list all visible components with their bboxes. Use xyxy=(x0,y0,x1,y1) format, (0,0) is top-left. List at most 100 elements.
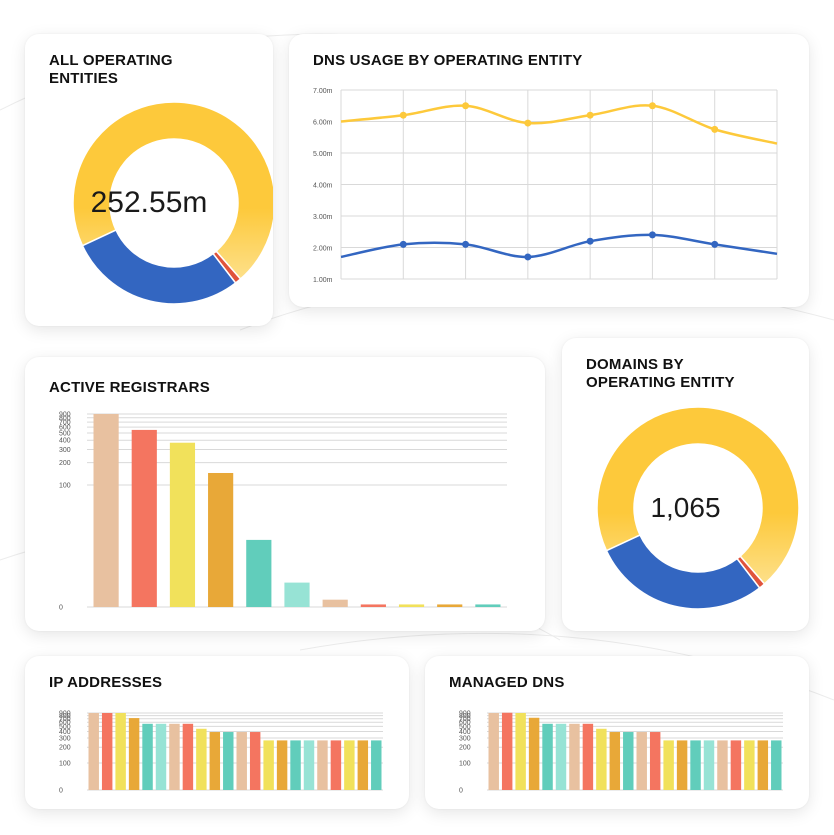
donut-slice-yellow[interactable] xyxy=(72,101,273,281)
bar[interactable] xyxy=(690,740,701,790)
series-line-yellow[interactable] xyxy=(340,104,778,145)
bar[interactable] xyxy=(284,582,310,607)
bar[interactable] xyxy=(131,429,157,607)
series-line-blue[interactable] xyxy=(340,233,778,259)
y-tick-label: 800 xyxy=(459,713,471,720)
bar[interactable] xyxy=(276,740,288,790)
data-point[interactable] xyxy=(524,119,532,127)
bar[interactable] xyxy=(236,732,247,790)
data-point[interactable] xyxy=(524,253,532,261)
bar[interactable] xyxy=(542,723,553,790)
bar[interactable] xyxy=(515,713,526,790)
bar[interactable] xyxy=(501,712,513,790)
bar[interactable] xyxy=(101,713,113,790)
bar[interactable] xyxy=(649,732,661,790)
bar[interactable] xyxy=(303,740,315,790)
y-tick-label: 100 xyxy=(59,482,71,489)
bar[interactable] xyxy=(169,723,180,790)
y-tick-label: 700 xyxy=(59,420,71,427)
bar[interactable] xyxy=(142,723,153,790)
card-title: MANAGED DNS xyxy=(449,674,565,691)
bar[interactable] xyxy=(330,740,342,790)
bar[interactable] xyxy=(357,740,369,790)
y-tick-label: 200 xyxy=(59,745,71,752)
bar[interactable] xyxy=(196,728,207,790)
bar[interactable] xyxy=(703,740,715,790)
y-tick-label: 500 xyxy=(59,724,71,731)
bar[interactable] xyxy=(528,717,540,790)
bar[interactable] xyxy=(398,604,425,607)
y-tick-label: 100 xyxy=(459,760,471,767)
data-point[interactable] xyxy=(711,125,719,133)
data-point[interactable] xyxy=(399,240,407,248)
bar[interactable] xyxy=(209,732,221,790)
bar[interactable] xyxy=(717,740,728,790)
bar[interactable] xyxy=(93,414,119,607)
bar[interactable] xyxy=(744,740,755,790)
card-title: DNS USAGE BY OPERATING ENTITY xyxy=(313,52,583,69)
bar[interactable] xyxy=(475,604,501,607)
data-point[interactable] xyxy=(648,102,656,110)
data-point[interactable] xyxy=(586,237,594,245)
bar[interactable] xyxy=(596,728,607,790)
y-tick-label: 1.00m xyxy=(313,277,333,284)
bar[interactable] xyxy=(437,604,463,607)
bar[interactable] xyxy=(555,723,567,790)
bar[interactable] xyxy=(371,740,382,790)
bar[interactable] xyxy=(155,723,167,790)
y-tick-label: 7.00m xyxy=(313,88,333,95)
data-point[interactable] xyxy=(462,240,470,248)
bar[interactable] xyxy=(609,732,621,790)
y-tick-label: 5.00m xyxy=(313,151,333,158)
data-point[interactable] xyxy=(399,111,407,119)
bar[interactable] xyxy=(317,740,328,790)
bar[interactable] xyxy=(223,732,234,790)
bar[interactable] xyxy=(246,539,272,607)
bar[interactable] xyxy=(182,723,194,790)
bar[interactable] xyxy=(636,732,647,790)
donut-slice-blue[interactable] xyxy=(605,534,761,610)
bar[interactable] xyxy=(623,732,634,790)
bar[interactable] xyxy=(263,740,274,790)
data-point[interactable] xyxy=(462,102,470,110)
data-point[interactable] xyxy=(648,231,656,239)
y-tick-label: 600 xyxy=(459,720,471,727)
y-tick-label: 200 xyxy=(59,460,71,467)
card-active-registrars: ACTIVE REGISTRARS 0 100 200 300 400 500 600 700… xyxy=(25,357,545,631)
bar[interactable] xyxy=(208,472,234,607)
bar[interactable] xyxy=(676,740,688,790)
bar[interactable] xyxy=(290,740,301,790)
bar[interactable] xyxy=(128,718,140,790)
card-ip-addresses: IP ADDRESSES 0 100 200 300 400 500 600 700 800 90… xyxy=(25,656,409,809)
bar[interactable] xyxy=(757,740,769,790)
y-tick-label: 900 xyxy=(459,710,471,717)
bar[interactable] xyxy=(569,723,580,790)
card-title: ACTIVE REGISTRARS xyxy=(49,379,210,396)
bar[interactable] xyxy=(88,713,99,790)
card-dns-usage: DNS USAGE BY OPERATING ENTITY 1.00m 2.00m… xyxy=(289,34,809,307)
y-tick-label: 3.00m xyxy=(313,214,333,221)
y-tick-label: 600 xyxy=(59,425,71,432)
y-tick-label: 500 xyxy=(459,724,471,731)
bar[interactable] xyxy=(249,732,261,790)
y-tick-label: 0 xyxy=(59,604,63,611)
data-point[interactable] xyxy=(586,111,594,119)
bar[interactable] xyxy=(488,713,499,790)
bar[interactable] xyxy=(115,713,126,790)
donut-center-value: 1,065 xyxy=(650,492,721,523)
bar[interactable] xyxy=(663,740,674,790)
bar[interactable] xyxy=(771,740,782,790)
bar[interactable] xyxy=(730,740,742,790)
data-point[interactable] xyxy=(711,240,719,248)
bar[interactable] xyxy=(169,442,196,607)
bar[interactable] xyxy=(360,604,386,607)
y-tick-label: 0 xyxy=(59,787,63,794)
bar[interactable] xyxy=(582,723,594,790)
bar[interactable] xyxy=(344,740,355,790)
y-tick-label: 400 xyxy=(59,438,71,445)
donut-slice-blue[interactable] xyxy=(81,229,237,305)
y-tick-label: 4.00m xyxy=(313,183,333,190)
bar[interactable] xyxy=(322,599,348,607)
donut-slice-yellow[interactable] xyxy=(596,406,800,586)
